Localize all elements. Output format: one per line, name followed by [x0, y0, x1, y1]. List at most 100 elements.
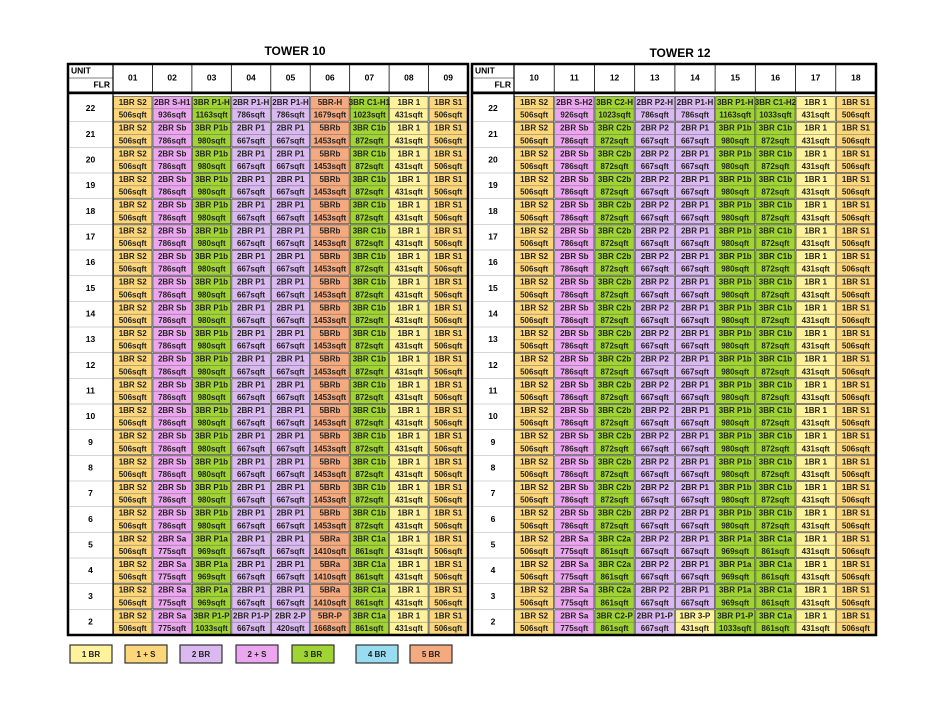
unit-type: 3BR C1b: [759, 278, 792, 287]
unit-size: 786sqft: [560, 444, 588, 453]
unit-size: 667sqft: [681, 573, 709, 582]
unit-type: 1BR S2: [520, 303, 549, 312]
floor-number: 5: [88, 539, 93, 549]
unit-type: 1BR S2: [520, 406, 549, 415]
unit-type: 2BR Sb: [560, 226, 589, 235]
unit-type: 5BRb: [319, 355, 340, 364]
unit-type: 2BR Sb: [158, 201, 187, 210]
unit-size: 431sqft: [681, 624, 709, 633]
legend-label: 5 BR: [422, 650, 440, 659]
unit-type: 1BR 1: [397, 611, 420, 620]
unit-size: 667sqft: [681, 213, 709, 222]
unit-size: 506sqft: [119, 342, 147, 351]
unit-size: 667sqft: [681, 444, 709, 453]
floor-number: 2: [88, 616, 93, 626]
unit-type: 3BR C2b: [598, 149, 631, 158]
unit-type: 1BR 1: [397, 201, 420, 210]
legend-item: 4 BR: [355, 644, 399, 664]
unit-size: 872sqft: [601, 188, 629, 197]
unit-type: 1BR S1: [434, 175, 463, 184]
unit-size: 431sqft: [395, 624, 423, 633]
unit-type: 2BR P1: [237, 175, 266, 184]
unit-size: 980sqft: [721, 136, 749, 145]
unit-type: 3BR P1b: [719, 483, 752, 492]
unit-type: 2BR P1: [237, 534, 266, 543]
unit-size: 431sqft: [395, 393, 423, 402]
unit-size: 431sqft: [395, 162, 423, 171]
unit-size: 786sqft: [158, 470, 186, 479]
unit-type: 1BR S1: [842, 432, 871, 441]
unit-type: 2BR Sb: [158, 355, 187, 364]
unit-size: 980sqft: [198, 265, 226, 274]
unit-type: 1BR S1: [842, 98, 871, 107]
unit-type: 1BR 1: [397, 483, 420, 492]
legend-swatch: [69, 644, 113, 664]
unit-size: 431sqft: [802, 290, 830, 299]
unit-size: 980sqft: [198, 239, 226, 248]
unit-type: 1BR 1: [804, 226, 827, 235]
unit-size: 667sqft: [237, 393, 265, 402]
unit-size: 872sqft: [601, 393, 629, 402]
unit-size: 786sqft: [158, 162, 186, 171]
unit-type: 3BR P1b: [719, 303, 752, 312]
unit-type: 1BR S2: [119, 278, 148, 287]
unit-type: 1BR S1: [434, 483, 463, 492]
unit-size: 506sqft: [842, 419, 870, 428]
unit-type: 2BR S-H2: [556, 98, 593, 107]
unit-size: 872sqft: [355, 470, 383, 479]
legend-label: 4 BR: [368, 650, 386, 659]
unit-size: 786sqft: [158, 213, 186, 222]
unit-size: 667sqft: [641, 213, 669, 222]
unit-type: 2BR P1: [681, 432, 710, 441]
unit-type: 1BR 1: [397, 124, 420, 133]
unit-type: 2BR P2: [641, 457, 670, 466]
unit-size: 667sqft: [681, 316, 709, 325]
unit-type: 2BR Sb: [158, 509, 187, 518]
unit-type: 2BR Sb: [158, 278, 187, 287]
unit-type: 3BR P1b: [719, 509, 752, 518]
unit-type: 2BR Sa: [560, 586, 589, 595]
unit-type: 2BR Sb: [560, 457, 589, 466]
unit-type: 2BR P1-P: [637, 611, 674, 620]
unit-size: 667sqft: [641, 419, 669, 428]
unit-size: 506sqft: [434, 316, 462, 325]
unit-type: 3BR C1b: [353, 149, 386, 158]
unit-size: 786sqft: [560, 521, 588, 530]
table-frame: [66, 62, 470, 637]
unit-type: 5BR-P: [318, 611, 343, 620]
unit-type: 1BR S2: [520, 560, 549, 569]
unit-number: 09: [444, 72, 454, 82]
unit-size: 431sqft: [395, 496, 423, 505]
unit-size: 506sqft: [119, 470, 147, 479]
unit-size: 667sqft: [681, 470, 709, 479]
unit-number: 07: [365, 72, 375, 82]
unit-size: 420sqft: [276, 624, 304, 633]
legend-swatch: [291, 644, 335, 664]
unit-size: 667sqft: [641, 470, 669, 479]
unit-size: 861sqft: [761, 547, 789, 556]
unit-size: 786sqft: [560, 496, 588, 505]
unit-type: 3BR C2b: [598, 175, 631, 184]
unit-size: 431sqft: [395, 111, 423, 120]
unit-type: 1BR S2: [520, 252, 549, 261]
unit-type: 1BR S1: [434, 278, 463, 287]
unit-size: 667sqft: [641, 136, 669, 145]
unit-size: 667sqft: [681, 367, 709, 376]
unit-type: 2BR P2: [641, 278, 670, 287]
unit-size: 431sqft: [395, 213, 423, 222]
unit-type: 2BR P1: [681, 560, 710, 569]
unit-type: 3BR P1b: [719, 380, 752, 389]
unit-size: 872sqft: [601, 470, 629, 479]
unit-type: 2BR Sb: [560, 380, 589, 389]
unit-type: 2BR P2: [641, 509, 670, 518]
unit-type: 1BR S1: [434, 560, 463, 569]
floor-number: 3: [491, 591, 496, 601]
unit-type: 1BR S2: [119, 252, 148, 261]
unit-label: UNIT: [475, 65, 496, 75]
unit-size: 775sqft: [158, 547, 186, 556]
unit-type: 3BR C1b: [759, 380, 792, 389]
legend-item: 5 BR: [409, 644, 453, 664]
unit-size: 786sqft: [560, 213, 588, 222]
unit-size: 506sqft: [434, 419, 462, 428]
